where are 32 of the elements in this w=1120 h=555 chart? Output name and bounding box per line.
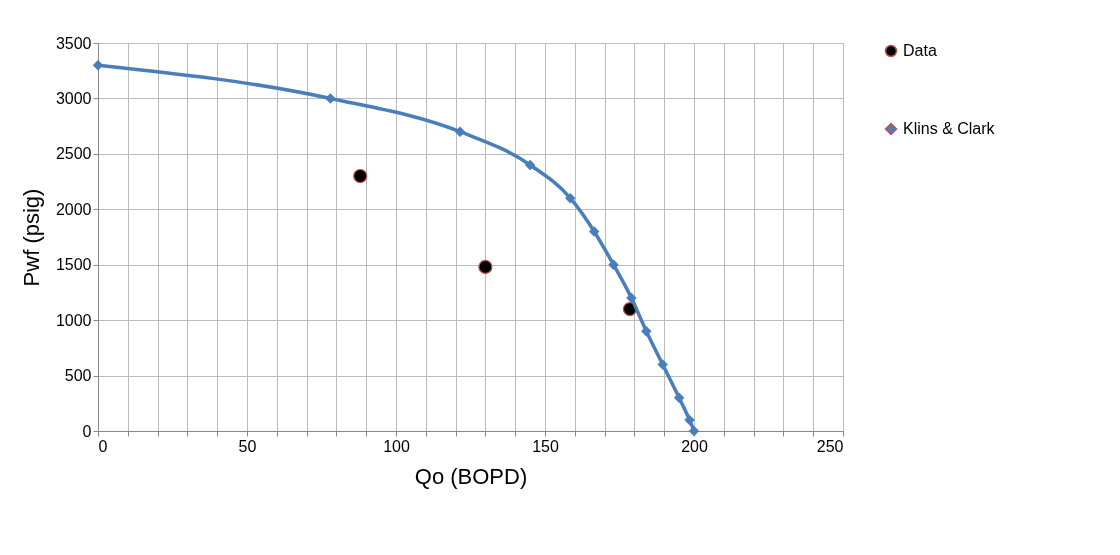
point <box>673 392 685 403</box>
y-tick-label: 1000 <box>55 311 92 329</box>
point <box>353 168 368 184</box>
x-tick-label: 0 <box>98 437 108 455</box>
point <box>588 226 600 237</box>
point <box>325 93 336 104</box>
y-tick-label: 3000 <box>55 89 92 107</box>
point <box>684 414 695 426</box>
y-tick-label: 2500 <box>55 145 92 163</box>
point <box>565 192 576 204</box>
x-tick-label: 200 <box>681 437 708 455</box>
x-tick-label: 250 <box>816 437 844 455</box>
y-tick-label: 0 <box>82 422 92 440</box>
x-tick-label: 150 <box>532 437 559 455</box>
x-tick-label: 50 <box>238 437 257 455</box>
point <box>608 259 619 270</box>
x-axis-title: Qo (BOPD) <box>414 463 528 489</box>
x-tick-label: 100 <box>383 437 410 455</box>
legend-label: Data <box>903 42 937 59</box>
point <box>657 359 668 370</box>
y-tick-label: 500 <box>64 367 92 385</box>
point <box>641 325 652 337</box>
legend-label: Klins & Clark <box>903 120 996 137</box>
point <box>688 425 700 437</box>
y-tick-label: 2000 <box>55 200 92 218</box>
y-tick-label: 3500 <box>55 34 92 52</box>
point <box>626 292 637 304</box>
point <box>478 259 493 275</box>
y-tick-label: 1500 <box>55 256 92 274</box>
point <box>454 126 466 137</box>
y-axis-title: Pwf (psig) <box>18 188 44 287</box>
point <box>524 159 536 171</box>
